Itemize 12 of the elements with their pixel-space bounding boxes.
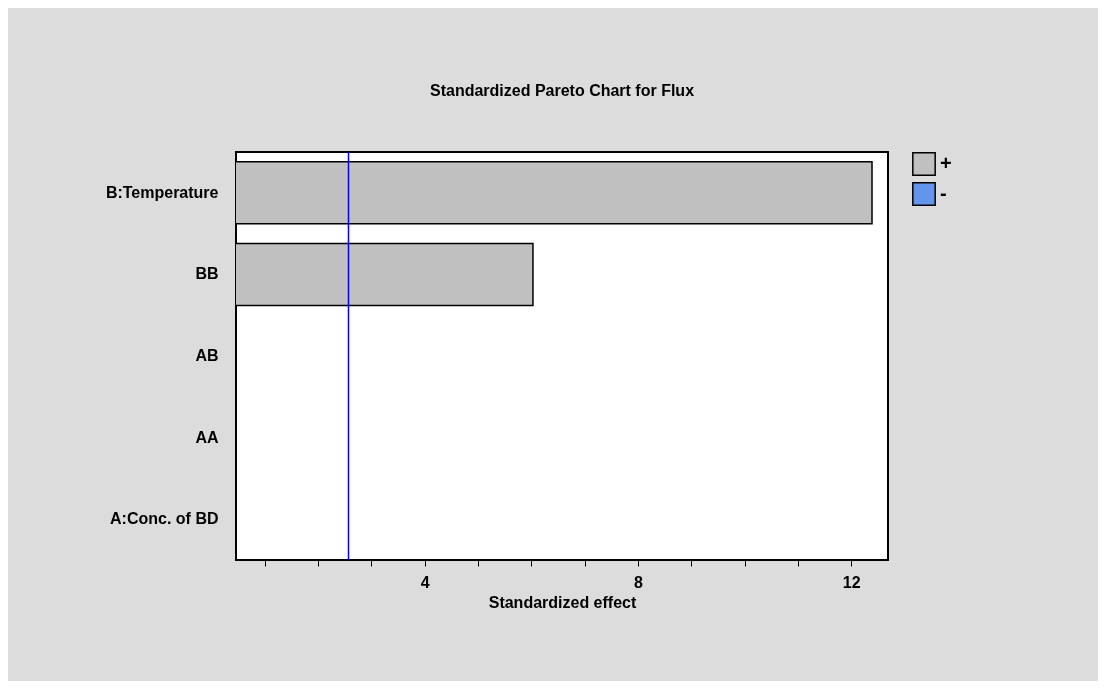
y-tick-label: AA [195,428,219,446]
x-tick-label: 12 [842,573,861,591]
chart-title: Standardized Pareto Chart for Flux [429,82,695,100]
y-tick-label: AB [195,347,219,364]
legend-label: - [940,182,947,204]
y-tick-label: BB [195,265,219,283]
x-axis-title: Standardized effect [488,593,637,611]
x-tick-label: 8 [634,573,644,591]
y-tick-label: A:Conc. of BD [110,510,219,528]
legend-label: + [940,152,952,174]
x-tick-label: 4 [420,573,430,591]
y-tick-label: B:Temperature [105,183,219,201]
